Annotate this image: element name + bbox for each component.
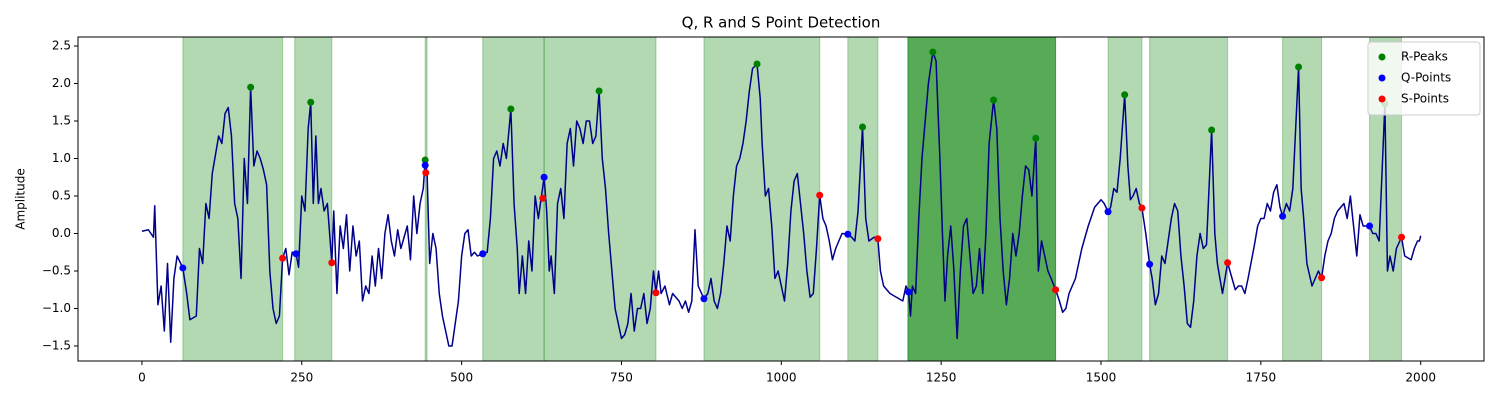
point-marker [507,105,515,113]
legend-label: Q-Points [1401,71,1451,85]
x-tick-label: 1500 [1086,371,1117,385]
highlight-span [703,36,821,362]
point-marker [1366,222,1374,230]
highlight-span [424,36,428,362]
point-marker [292,250,300,258]
y-tick-label: 0.0 [52,226,71,240]
point-marker [328,259,336,267]
point-marker [1224,259,1232,267]
legend-marker [1378,74,1386,82]
chart-title: Q, R and S Point Detection [682,14,881,32]
point-marker [422,169,430,177]
y-tick-label: −1.0 [42,301,71,315]
plot [141,48,1422,347]
y-axis-label: Amplitude [14,168,28,230]
x-tick-label: 500 [450,371,473,385]
point-marker [874,235,882,243]
y-tick-label: 2.5 [52,39,71,53]
highlight-span [182,36,284,362]
point-marker [990,96,998,104]
point-marker [1104,208,1112,216]
point-marker [247,83,255,91]
y-tick-label: −0.5 [42,264,71,278]
point-marker [1318,274,1326,282]
point-marker [540,173,548,181]
point-marker [1138,204,1146,212]
legend: R-Peaks Q-Points S-Points [1367,41,1481,116]
point-marker [844,230,852,238]
point-marker [179,264,187,272]
signal-line [141,51,1422,347]
point-marker [479,250,487,258]
point-marker [1146,260,1154,268]
point-marker [816,191,824,199]
y-tick-label: 1.0 [52,151,71,165]
highlight-span [1149,36,1229,362]
x-tick-label: 250 [290,371,313,385]
point-marker [421,161,429,169]
point-marker [539,194,547,202]
point-marker [905,288,913,296]
x-tick-label: 1250 [926,371,957,385]
x-tick-label: 1750 [1246,371,1277,385]
point-marker [279,254,287,262]
highlight-span [847,36,879,362]
x-tick-label: 2000 [1405,371,1436,385]
y-tick-label: 0.5 [52,189,71,203]
y-tick-label: 1.5 [52,114,71,128]
legend-box [1367,41,1481,116]
point-marker [1032,134,1040,142]
highlight-span [1107,36,1143,362]
point-marker [1052,286,1060,294]
point-marker [1121,91,1129,99]
point-marker [753,60,761,68]
point-marker [307,98,315,106]
point-marker [1279,212,1287,220]
legend-label: S-Points [1401,92,1449,106]
point-marker [595,87,603,95]
legend-marker [1378,95,1386,103]
highlight-span [543,36,657,362]
x-tick-label: 750 [610,371,633,385]
legend-label: R-Peaks [1401,50,1448,64]
point-marker [652,289,660,297]
point-marker [421,156,429,164]
y-tick-label: −1.5 [42,339,71,353]
x-tick-label: 1000 [766,371,797,385]
point-marker [859,123,867,131]
highlight-span [907,36,1057,362]
legend-marker [1378,53,1386,61]
point-marker [700,295,708,303]
point-marker [1295,63,1303,71]
point-marker [1208,126,1216,134]
point-marker [929,48,937,56]
y-tick-label: 2.0 [52,76,71,90]
point-marker [1398,233,1406,241]
x-tick-label: 0 [138,371,146,385]
